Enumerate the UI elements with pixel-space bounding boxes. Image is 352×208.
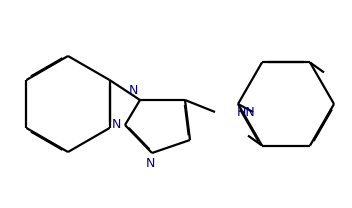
Text: N: N bbox=[112, 119, 121, 131]
Text: N: N bbox=[128, 84, 138, 97]
Text: HN: HN bbox=[237, 105, 256, 119]
Text: N: N bbox=[145, 157, 155, 170]
